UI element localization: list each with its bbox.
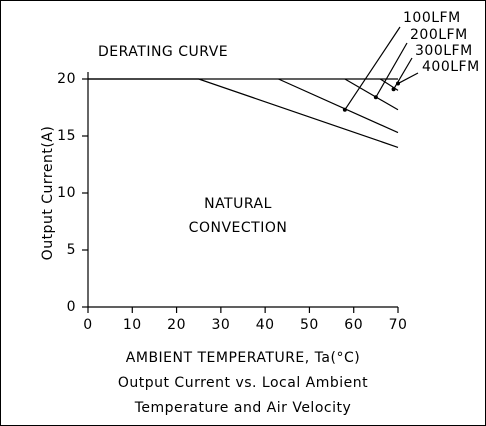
legend-label: 200LFM — [410, 27, 468, 43]
x-tick-label: 60 — [344, 317, 363, 333]
x-tick-label: 50 — [300, 317, 319, 333]
leader-line — [344, 26, 401, 111]
y-tick-label: 10 — [57, 185, 76, 201]
legend-label: 100LFM — [403, 10, 461, 26]
caption: Output Current vs. Local Ambient — [118, 375, 368, 391]
legend-label: 300LFM — [415, 43, 473, 59]
x-tick-label: 20 — [167, 317, 186, 333]
y-tick-label: 15 — [57, 128, 76, 144]
x-tick-label: 70 — [389, 317, 408, 333]
y-tick-label: 20 — [57, 71, 76, 87]
chart-title: DERATING CURVE — [98, 44, 228, 60]
leader-line — [397, 72, 419, 85]
annotation: CONVECTION — [189, 220, 288, 236]
legend-label: 400LFM — [422, 59, 480, 75]
x-axis-label: AMBIENT TEMPERATURE, Ta(°C) — [126, 350, 360, 366]
y-tick-label: 5 — [67, 242, 76, 258]
marker-dot — [373, 95, 378, 100]
annotation: NATURAL — [204, 196, 272, 212]
series-line — [88, 78, 399, 148]
marker-dot — [342, 107, 347, 112]
x-tick-label: 30 — [211, 317, 230, 333]
x-tick-label: 10 — [123, 317, 142, 333]
caption: Temperature and Air Velocity — [134, 400, 352, 416]
marker-dot — [391, 87, 396, 92]
y-tick-label: 0 — [67, 299, 76, 315]
leader-line — [375, 42, 408, 98]
x-tick-label: 0 — [83, 317, 92, 333]
marker-dot — [396, 81, 400, 86]
y-axis-label: Output Current(A) — [40, 126, 56, 261]
x-tick-label: 40 — [256, 317, 275, 333]
series-line — [278, 78, 399, 134]
series-line — [344, 78, 399, 111]
